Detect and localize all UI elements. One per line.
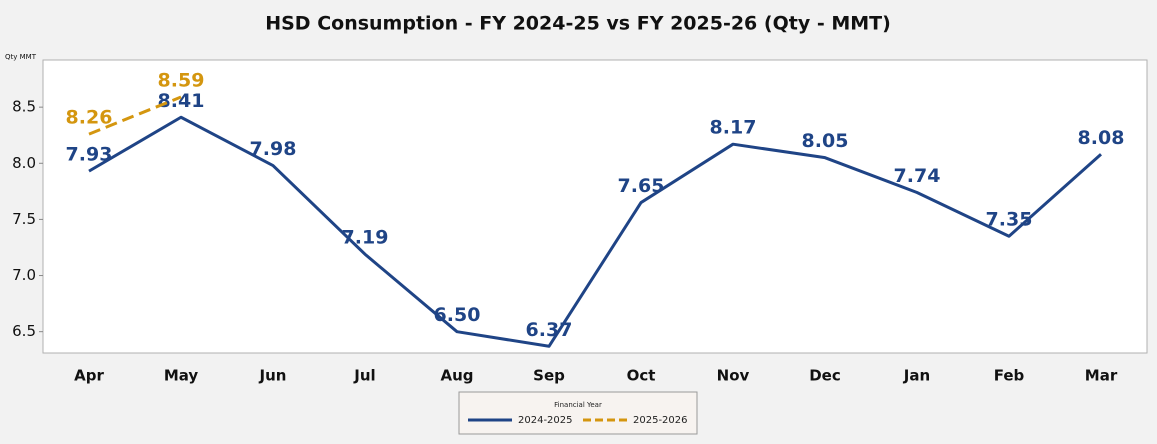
chart-title: HSD Consumption - FY 2024-25 vs FY 2025-… — [265, 13, 891, 35]
data-label: 8.26 — [66, 107, 113, 129]
y-tick-label: 6.5 — [12, 322, 36, 340]
data-label: 8.05 — [802, 130, 849, 152]
x-tick-label: Aug — [440, 367, 473, 385]
legend-title: Financial Year — [554, 401, 602, 409]
x-tick-label: Sep — [533, 367, 565, 385]
data-label: 8.17 — [710, 117, 757, 139]
series-line — [88, 115, 1102, 348]
data-label: 6.37 — [526, 319, 573, 341]
data-label: 7.65 — [618, 175, 665, 197]
data-label: 7.74 — [894, 165, 941, 187]
x-tick-label: Feb — [994, 367, 1025, 385]
plot-area — [42, 59, 1148, 354]
legend-label: 2025-2026 — [633, 415, 688, 426]
x-tick-label: Nov — [717, 367, 750, 385]
y-tick-label: 7.5 — [12, 210, 36, 228]
y-tick-label: 8.5 — [12, 98, 36, 116]
data-label: 8.59 — [158, 70, 205, 92]
x-tick-label: Jul — [353, 367, 375, 385]
legend-box — [458, 391, 698, 435]
y-tick-label: 8.0 — [12, 154, 36, 172]
series-line — [88, 95, 182, 136]
x-tick-label: Mar — [1085, 367, 1118, 385]
y-tick-label: 7.0 — [12, 266, 36, 284]
data-label: 7.93 — [66, 144, 113, 166]
y-axis-label: Qty MMT — [5, 53, 37, 61]
x-tick-label: Oct — [627, 367, 656, 385]
data-label: 8.08 — [1078, 127, 1125, 149]
data-label: 7.98 — [250, 138, 297, 160]
data-label: 7.35 — [986, 209, 1033, 231]
legend-label: 2024-2025 — [518, 415, 573, 426]
x-tick-label: Dec — [809, 367, 841, 385]
x-tick-label: Jan — [903, 367, 930, 385]
x-tick-label: Jun — [259, 367, 287, 385]
x-tick-label: May — [164, 367, 199, 385]
data-label: 8.41 — [158, 90, 205, 112]
data-label: 7.19 — [342, 227, 389, 249]
x-tick-label: Apr — [74, 367, 104, 385]
data-label: 6.50 — [434, 304, 481, 326]
